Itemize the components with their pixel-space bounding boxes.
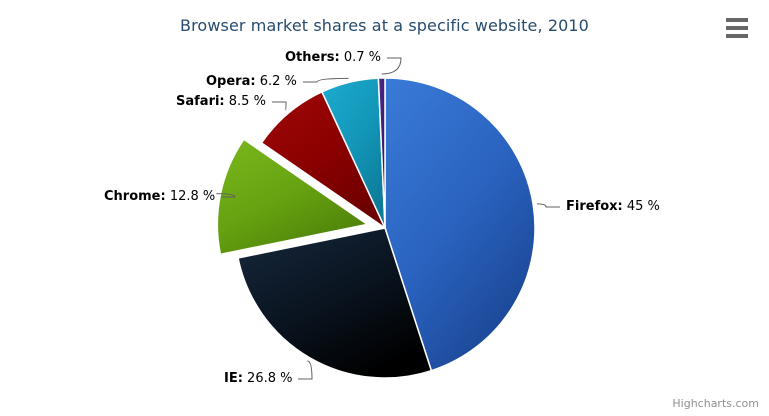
connector-safari bbox=[272, 101, 287, 111]
connector-opera bbox=[303, 77, 349, 83]
pie-slice-chrome[interactable] bbox=[216, 138, 370, 256]
data-label-name: Chrome: bbox=[104, 189, 166, 204]
data-label-others: Others: 0.7 % bbox=[285, 50, 381, 65]
data-label-value: 12.8 % bbox=[165, 189, 216, 204]
highcharts-credits[interactable]: Highcharts.com bbox=[672, 397, 759, 410]
data-label-value: 0.7 % bbox=[339, 50, 381, 65]
connector-ie bbox=[298, 360, 313, 380]
hamburger-bar-1 bbox=[726, 18, 748, 22]
data-label-name: Safari: bbox=[176, 94, 225, 109]
pie-slices bbox=[216, 77, 536, 379]
data-label-safari: Safari: 8.5 % bbox=[176, 94, 266, 109]
connector-others bbox=[381, 57, 402, 75]
pie-slice-firefox[interactable] bbox=[384, 77, 536, 372]
data-label-opera: Opera: 6.2 % bbox=[206, 74, 297, 89]
data-label-value: 45 % bbox=[622, 199, 660, 214]
data-label-chrome: Chrome: 12.8 % bbox=[104, 189, 215, 204]
data-label-value: 6.2 % bbox=[255, 74, 297, 89]
data-label-ie: IE: 26.8 % bbox=[224, 371, 292, 386]
data-label-name: Firefox: bbox=[566, 199, 623, 214]
chart-title: Browser market shares at a specific webs… bbox=[180, 16, 589, 35]
connector-chrome bbox=[216, 193, 236, 198]
label-connectors bbox=[216, 57, 560, 380]
pie-slice-others[interactable] bbox=[377, 77, 386, 229]
data-label-firefox: Firefox: 45 % bbox=[566, 199, 660, 214]
hamburger-bar-2 bbox=[726, 26, 748, 30]
data-label-value: 8.5 % bbox=[224, 94, 266, 109]
hamburger-menu-icon[interactable] bbox=[723, 16, 751, 40]
hamburger-bar-3 bbox=[726, 34, 748, 38]
pie-slice-ie[interactable] bbox=[237, 227, 433, 379]
data-label-value: 26.8 % bbox=[242, 371, 293, 386]
data-label-name: Opera: bbox=[206, 74, 256, 89]
data-label-name: Others: bbox=[285, 50, 340, 65]
connector-firefox bbox=[537, 203, 560, 208]
data-label-name: IE: bbox=[224, 371, 243, 386]
